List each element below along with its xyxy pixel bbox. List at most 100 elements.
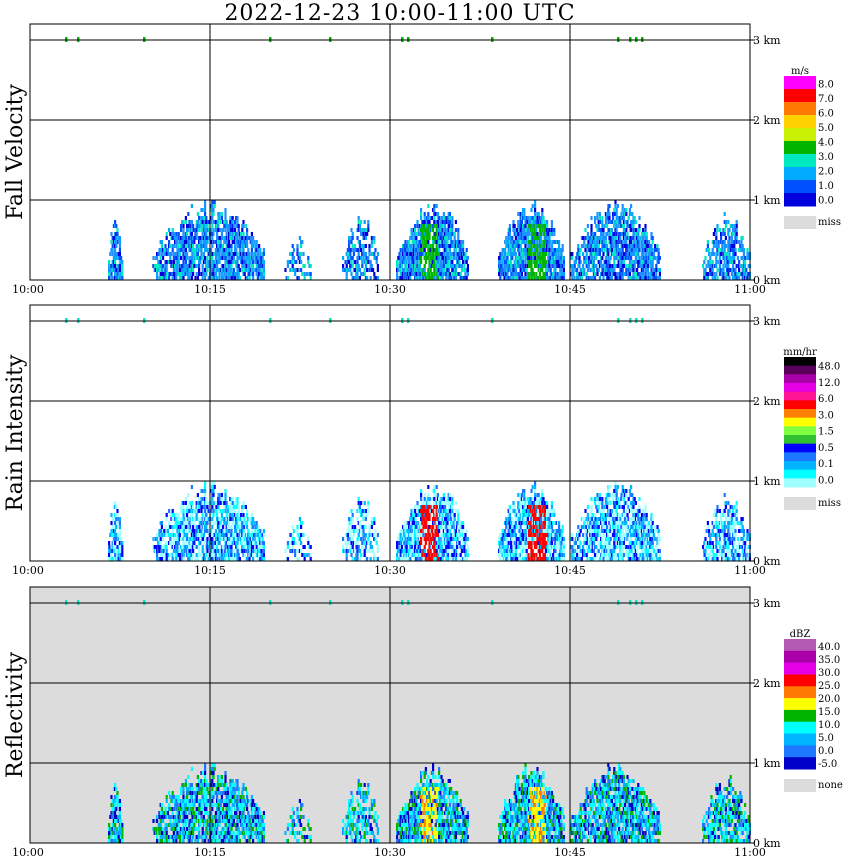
y-tick-label: 1 km [753,475,781,488]
legend-label: 1.0 [818,181,834,192]
x-tick-label: 11:00 [734,283,766,296]
legend-label: 0.0 [818,475,834,486]
fall-velocity-panel-label: Fall Velocity [3,84,28,220]
legend-label: 48.0 [818,362,840,373]
reflectivity-echo-cells [108,763,751,843]
legend-swatch [784,461,816,471]
legend-label: 1.5 [818,427,834,438]
legend-swatch [784,357,816,367]
y-tick-label: 0 km [753,555,781,568]
legend-label: 35.0 [818,655,840,666]
legend-swatch [784,115,816,129]
legend-label: 5.0 [818,123,834,134]
legend-label: 4.0 [818,138,834,149]
legend-label: 25.0 [818,681,840,692]
legend-label: 3.0 [818,152,834,163]
x-tick-label: 10:30 [374,283,406,296]
legend-swatch [784,698,816,711]
legend-swatch [784,686,816,699]
y-tick-label: 3 km [753,34,781,47]
legend-label: 6.0 [818,109,834,120]
legend-swatch [784,167,816,181]
chart-title: 2022-12-23 10:00-11:00 UTC [224,1,576,26]
legend-swatch [784,639,816,652]
fall-velocity-echo-cells [108,200,751,280]
legend-label: 0.0 [818,746,834,757]
legend-swatch [784,374,816,384]
legend-swatch [784,662,816,675]
legend-swatch [784,469,816,479]
legend-swatch [784,435,816,445]
legend-swatch [784,721,816,735]
legend-label: 8.0 [818,80,834,91]
legend-swatch [784,709,816,723]
legend-swatch [784,193,816,207]
legend-label: 20.0 [818,694,840,705]
legend-swatch [784,102,816,116]
legend-label: 15.0 [818,707,840,718]
reflectivity-panel-label: Reflectivity [3,651,28,778]
x-tick-label: 11:00 [734,846,766,859]
legend-label: 7.0 [818,94,834,105]
y-tick-label: 2 km [753,677,781,690]
fall-velocity-panel: 0 km 1 km 2 km 3 km 10:00 10:15 10:30 10:45 11:0… [3,23,841,296]
legend-unit: m/s [791,66,809,77]
x-tick-label: 10:15 [194,846,226,859]
legend-swatch [784,745,816,758]
legend-label: 0.5 [818,443,834,454]
legend-unit: dBZ [790,629,811,640]
legend-swatch [784,76,816,90]
legend-swatch [784,365,816,375]
legend-swatch [784,417,816,427]
x-tick-label: 10:45 [554,846,586,859]
legend-swatch [784,409,816,419]
rain-intensity-panel: 0 km 1 km 2 km 3 km 10:00 10:15 10:30 10:45 11:0… [3,304,841,577]
reflectivity-frame [29,586,751,844]
x-tick-label: 10:15 [194,564,226,577]
legend-label: 5.0 [818,733,834,744]
legend-miss-swatch [784,497,816,510]
x-tick-label: 10:15 [194,283,226,296]
rain-intensity-frame [29,304,751,562]
x-tick-label: 10:45 [554,564,586,577]
legend-swatch [784,426,816,436]
legend-swatch [784,733,816,746]
y-tick-label: 3 km [753,315,781,328]
x-tick-label: 10:30 [374,564,406,577]
legend-swatch [784,452,816,462]
x-tick-label: 10:00 [12,846,44,859]
legend-miss-swatch [784,216,816,229]
x-tick-label: 10:00 [12,283,44,296]
legend-swatch [784,757,816,770]
legend-swatch [784,141,816,155]
legend-label: 2.0 [818,166,834,177]
x-tick-label: 11:00 [734,564,766,577]
x-tick-label: 10:30 [374,846,406,859]
fall-velocity-legend: m/s 8.0 7.0 6.0 5.0 4.0 3.0 2.0 1.0 0.0 miss [784,66,841,229]
y-tick-label: 2 km [753,114,781,127]
legend-miss-label: miss [818,498,841,509]
legend-miss-label: none [818,780,843,791]
legend-swatch [784,89,816,103]
y-tick-label: 2 km [753,395,781,408]
legend-label: 6.0 [818,394,834,405]
fall-velocity-frame [29,23,751,281]
y-tick-label: 0 km [753,837,781,850]
legend-miss-swatch [784,779,816,792]
rain-intensity-panel-label: Rain Intensity [3,354,28,511]
legend-label: 10.0 [818,720,840,731]
legend-label: -5.0 [818,759,837,770]
legend-swatch [784,650,816,664]
legend-unit: mm/hr [783,347,817,358]
legend-swatch [784,443,816,453]
legend-label: 0.1 [818,459,834,470]
legend-label: 40.0 [818,642,840,653]
legend-swatch [784,154,816,168]
legend-label: 30.0 [818,668,840,679]
legend-miss-label: miss [818,217,841,228]
y-tick-label: 1 km [753,194,781,207]
y-tick-label: 0 km [753,274,781,287]
legend-swatch [784,383,816,393]
legend-label: 0.0 [818,195,834,206]
